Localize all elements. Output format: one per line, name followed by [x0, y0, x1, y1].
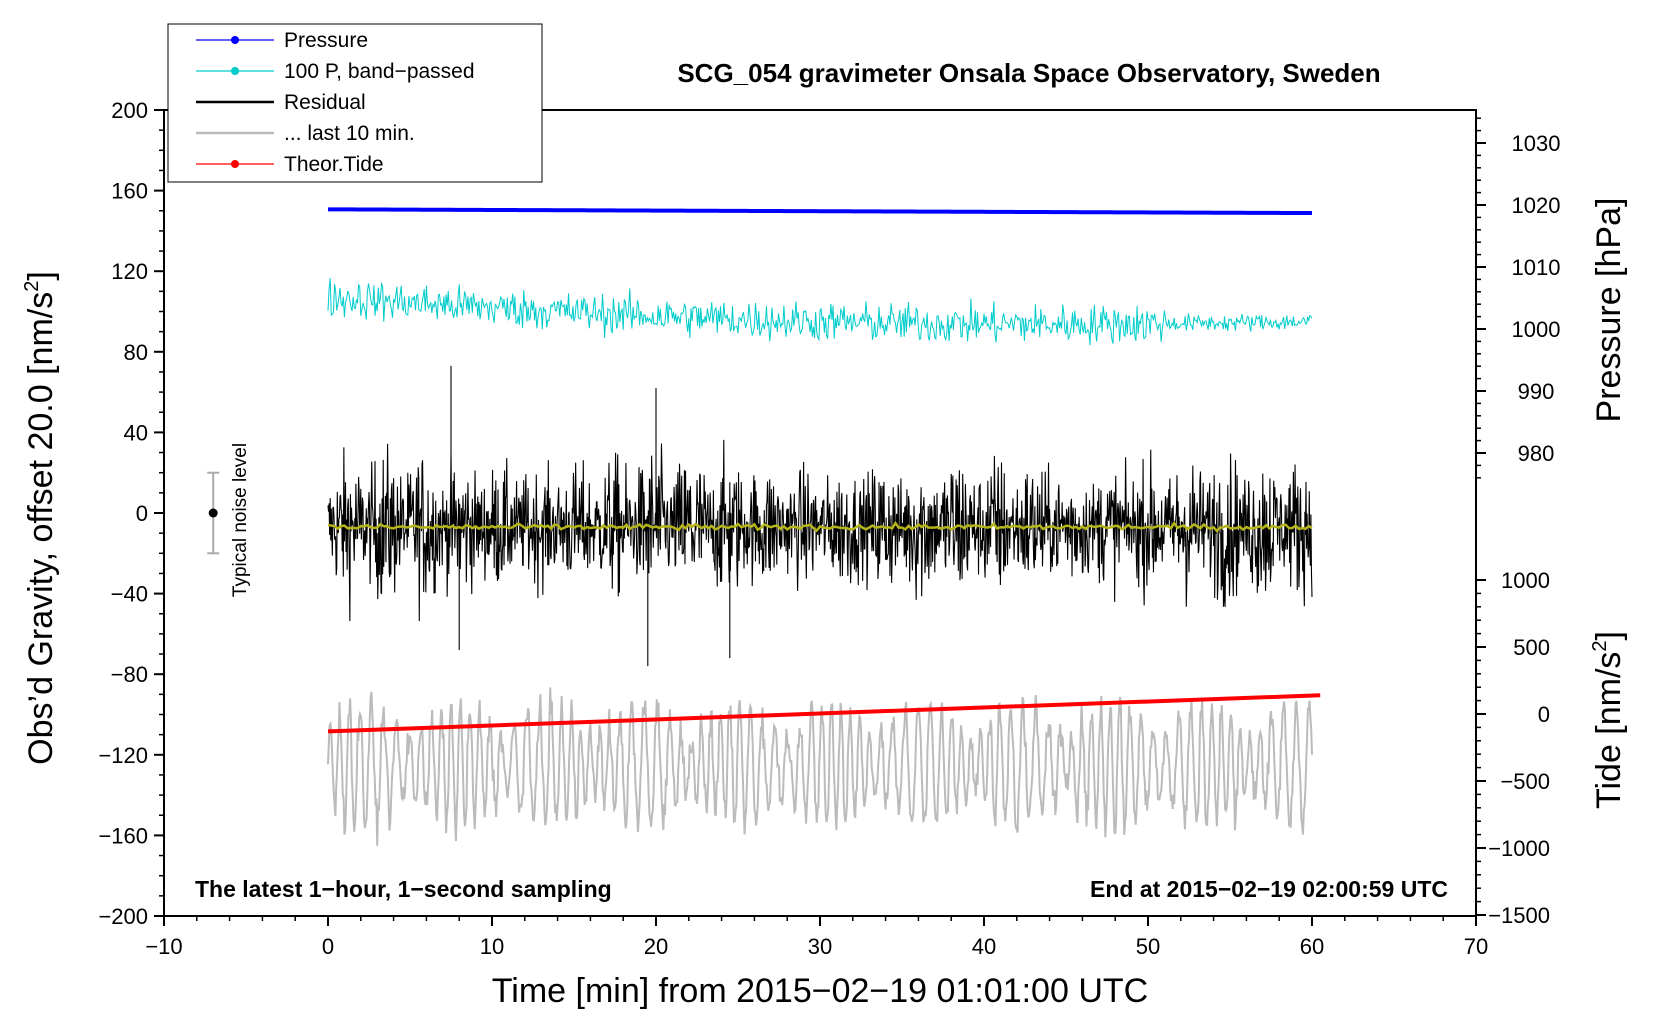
y-axis-title-tide-tail: ] — [1590, 631, 1628, 640]
legend-swatch-dot — [231, 36, 239, 44]
series-pressure — [327, 207, 1313, 216]
y-tick-label: 40 — [124, 420, 148, 445]
series-last-10-min — [327, 687, 1313, 846]
x-tick-label: 0 — [322, 934, 334, 959]
x-tick-label: 70 — [1464, 934, 1488, 959]
y-tick-label: −120 — [98, 743, 148, 768]
tide-tick-label: −1500 — [1488, 903, 1550, 928]
y-axis-title-left: Obs’d Gravity, offset 20.0 [nm/s2] — [21, 271, 60, 765]
series-residual — [327, 365, 1313, 667]
x-tick-label: 30 — [808, 934, 832, 959]
series-band-passed-pressure — [327, 278, 1313, 346]
pressure-tick-label: 1020 — [1512, 193, 1561, 218]
y-tick-label: −80 — [111, 662, 148, 687]
x-tick-label: 50 — [1136, 934, 1160, 959]
x-axis-title: Time [min] from 2015−02−19 01:01:00 UTC — [492, 972, 1148, 1010]
y-axis-pressure: 1030 1020 1010 1000 990 980 — [1476, 117, 1561, 479]
y-tick-label: −40 — [111, 582, 148, 607]
legend-label: Theor.Tide — [284, 153, 384, 176]
tide-tick-label: 500 — [1513, 635, 1550, 660]
note-left: The latest 1−hour, 1−second sampling — [195, 876, 612, 902]
legend-swatch-dot — [231, 67, 239, 75]
legend: Pressure 100 P, band−passed Residual ... la… — [167, 23, 543, 183]
series-residual-smoothed — [327, 520, 1313, 533]
x-tick-label: 60 — [1300, 934, 1324, 959]
tide-tick-label: −1000 — [1488, 836, 1550, 861]
chart-title: SCG_054 gravimeter Onsala Space Observat… — [677, 58, 1380, 88]
y-axis-title-tide: Tide [nm/s2] — [1589, 631, 1628, 809]
y-tick-label: 200 — [111, 98, 148, 123]
x-tick-label: 20 — [644, 934, 668, 959]
y-axis-title-pressure: Pressure [hPa] — [1590, 198, 1628, 423]
legend-label: Pressure — [284, 29, 368, 52]
noise-label: Typical noise level — [230, 443, 251, 597]
x-tick-label: 10 — [480, 934, 504, 959]
pressure-tick-label: 1030 — [1512, 131, 1561, 156]
pressure-tick-label: 990 — [1518, 379, 1555, 404]
pressure-tick-label: 1010 — [1512, 255, 1561, 280]
legend-label: 100 P, band−passed — [284, 60, 475, 83]
pressure-tick-label: 980 — [1518, 441, 1555, 466]
legend-label: Residual — [284, 91, 366, 114]
note-right: End at 2015−02−19 02:00:59 UTC — [1090, 876, 1448, 902]
legend-label: ... last 10 min. — [284, 122, 415, 145]
y-axis-left: 200 160 120 80 40 0 −40 −80 −120 −160 −200 — [98, 98, 164, 929]
pressure-tick-label: 1000 — [1512, 317, 1561, 342]
x-tick-label: 40 — [972, 934, 996, 959]
y-tick-label: 0 — [136, 501, 148, 526]
y-tick-label: 160 — [111, 179, 148, 204]
y-axis-title-left-sup: 2 — [21, 281, 43, 292]
y-axis-tide: 1000 500 0 −500 −1000 −1500 — [1476, 568, 1550, 928]
y-axis-title-left-tail: ] — [22, 271, 60, 280]
series-theoretical-tide — [327, 693, 1321, 734]
y-axis-title-tide-sup: 2 — [1589, 640, 1611, 651]
tide-tick-label: −500 — [1500, 769, 1550, 794]
noise-bar-center-dot — [208, 508, 218, 518]
x-tick-label: −10 — [145, 934, 182, 959]
series-layer — [327, 207, 1321, 846]
legend-swatch-dot — [231, 160, 239, 168]
y-tick-label: 80 — [124, 340, 148, 365]
y-tick-label: −160 — [98, 823, 148, 848]
y-axis-title-tide-main: Tide [nm/s — [1590, 652, 1628, 809]
x-axis: −10 0 10 20 30 40 50 60 70 — [145, 916, 1488, 959]
y-axis-title-left-main: Obs’d Gravity, offset 20.0 [nm/s — [22, 292, 60, 765]
y-tick-label: −200 — [98, 904, 148, 929]
tide-tick-label: 0 — [1538, 702, 1550, 727]
tide-tick-label: 1000 — [1501, 568, 1550, 593]
y-tick-label: 120 — [111, 259, 148, 284]
noise-indicator: Typical noise level — [207, 443, 251, 597]
